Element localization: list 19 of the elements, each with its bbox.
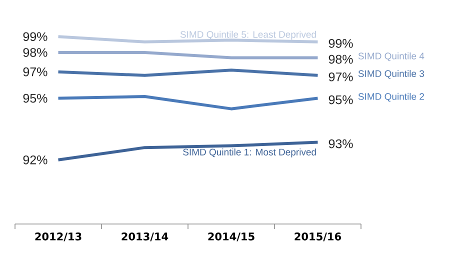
data-label: 92%	[23, 155, 48, 164]
text: SIMD Quintile 3	[358, 70, 424, 79]
series-label: SIMD Quintile 1: Most Deprived	[183, 148, 316, 158]
data-label: 93%	[328, 139, 353, 148]
x-tick-label: 2014/15	[208, 232, 254, 242]
text: SIMD Quintile 2	[358, 92, 424, 102]
x-tick-label: 2015/16	[294, 232, 342, 242]
text: SIMD Quintile 4	[358, 52, 424, 62]
data-label: 97%	[23, 67, 48, 76]
data-label: 99%	[328, 39, 353, 48]
data-label: 97%	[328, 72, 353, 82]
data-label: 95%	[328, 95, 353, 104]
x-tick-label: 2012/13	[35, 232, 82, 242]
data-label: 95%	[23, 94, 48, 103]
data-label: 98%	[23, 48, 48, 57]
x-tick-label: 2013/14	[122, 232, 168, 242]
data-label: 99%	[23, 32, 48, 42]
series-label: SIMD Quintile 5: Least Deprived	[180, 30, 316, 40]
data-label: 98%	[328, 54, 353, 64]
